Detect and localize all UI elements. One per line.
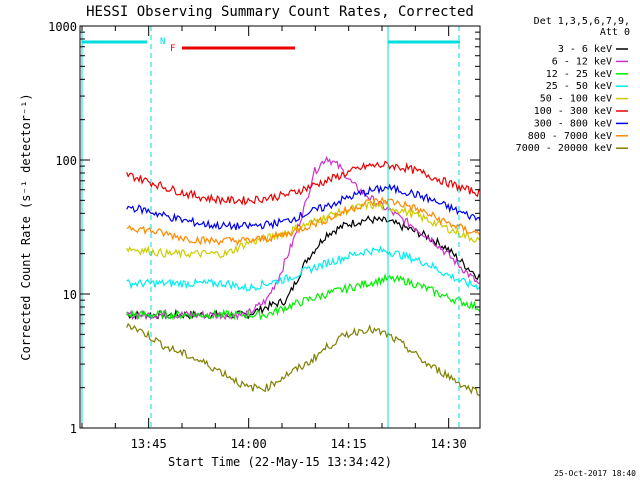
series-line-0 [126, 214, 480, 320]
legend-entry-label: 12 - 25 keV [546, 69, 612, 80]
legend-entry-label: 300 - 800 keV [534, 118, 612, 129]
legend-entry-label: 100 - 300 keV [534, 106, 612, 117]
y-axis-label: Corrected Count Rate (s⁻¹ detector⁻¹) [19, 93, 33, 360]
series-layer [126, 155, 480, 397]
series-line-3 [126, 245, 480, 292]
x-tick-label: 14:30 [431, 437, 467, 451]
legend-entry-label: 50 - 100 keV [540, 94, 612, 105]
legend-entry-label: 3 - 6 keV [558, 44, 612, 55]
plot-frame [79, 25, 481, 429]
legend-title-line: Det 1,3,5,6,7,9, [534, 16, 630, 27]
axis-layer: 1 10 100 1000 13:45 14:00 14:15 14:30 [48, 20, 480, 451]
x-tick-label: 14:00 [231, 437, 267, 451]
legend-title-line: Att 0 [600, 27, 630, 38]
legend-entry-label: 7000 - 20000 keV [516, 143, 612, 154]
series-line-7 [126, 196, 480, 247]
legend-entry-label: 6 - 12 keV [552, 56, 612, 67]
y-tick-label: 1000 [48, 20, 77, 34]
series-line-8 [126, 322, 480, 397]
flag-layer: NF [81, 26, 460, 428]
series-line-2 [126, 273, 480, 321]
chart-title: HESSI Observing Summary Count Rates, Cor… [86, 4, 474, 20]
night-flag-label: N [160, 37, 165, 47]
y-tick-label: 1 [70, 422, 77, 436]
series-line-6 [126, 183, 480, 231]
series-line-5 [126, 160, 480, 206]
footer-date: 25-Oct-2017 18:40 [554, 469, 636, 478]
legend-entry-label: 800 - 7000 keV [528, 131, 612, 142]
legend-entry-label: 25 - 50 keV [546, 81, 612, 92]
x-axis-label: Start Time (22-May-15 13:34:42) [168, 455, 392, 469]
y-tick-label: 100 [55, 154, 77, 168]
x-tick-label: 13:45 [131, 437, 167, 451]
y-tick-label: 10 [63, 288, 77, 302]
series-line-1 [126, 155, 480, 321]
flare-flag-label: F [170, 44, 175, 54]
x-tick-label: 14:15 [331, 437, 367, 451]
